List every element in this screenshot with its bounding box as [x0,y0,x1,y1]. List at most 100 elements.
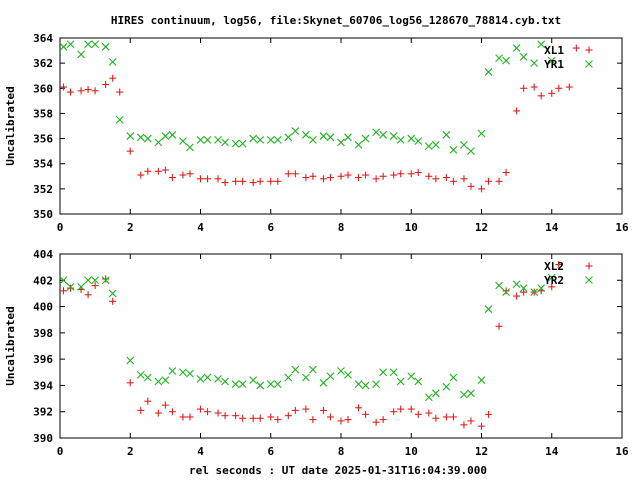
data-point [161,376,170,385]
data-point [432,414,440,422]
y-axis-label: Uncalibrated [4,86,17,165]
data-point [396,135,405,144]
data-point [513,292,521,300]
x-axis-label: rel seconds : UT date 2025-01-31T16:04:3… [189,464,487,477]
x-tick-label: 12 [475,221,488,234]
x-tick-label: 6 [267,445,274,458]
data-point [502,169,510,177]
data-point [284,412,292,420]
data-point [460,390,468,399]
y-tick-label: 404 [33,248,53,261]
data-point [397,405,405,413]
data-point [520,84,528,92]
data-point [502,56,510,65]
data-point [555,261,563,269]
data-point [154,377,163,386]
data-point [548,283,556,291]
data-point [519,52,528,61]
data-point [179,171,187,179]
data-point [424,142,433,151]
data-point [221,412,229,420]
data-point [102,275,110,283]
x-tick-label: 0 [57,445,64,458]
legend-label: YR2 [544,274,564,287]
data-point [186,369,194,378]
data-point [101,276,110,285]
data-point [256,135,265,144]
data-point [485,410,493,418]
data-point [502,287,510,295]
x-tick-label: 12 [475,445,488,458]
data-point [136,371,145,379]
data-point [249,179,257,187]
x-tick-label: 0 [57,221,64,234]
data-point [344,416,352,424]
data-point [337,138,345,147]
data-point [530,59,539,68]
data-point [361,134,370,143]
data-point [449,177,457,185]
data-point [238,380,247,389]
data-point [302,405,310,413]
data-point [495,54,503,63]
data-point [196,135,205,144]
data-point [379,368,388,377]
y-tick-label: 402 [33,274,53,287]
data-point [231,139,240,148]
data-point [67,284,75,292]
data-point [168,367,177,375]
data-point [84,291,92,299]
data-point [478,185,485,193]
data-point [337,172,345,180]
data-point [460,140,468,149]
data-point [485,177,493,185]
y-axis-label: Uncalibrated [4,306,17,385]
data-point [179,137,187,145]
plot-frame [59,253,623,439]
y-tick-label: 354 [33,158,53,171]
upper-plot-panel: 0 2 4 6 8 10 12 14 16 350 352 354 356 358 360 362 364 Unc… [4,32,629,234]
data-point [143,373,152,382]
data-point [326,174,334,182]
data-point [214,135,222,144]
data-point [91,276,100,285]
data-point [186,170,194,178]
data-point [168,130,177,139]
data-point [91,282,99,290]
data-point [372,175,380,183]
data-point [154,409,162,417]
data-point [66,282,75,291]
data-point [495,322,503,330]
y-tick-label: 394 [33,379,53,392]
data-point [319,175,327,183]
data-point [154,138,163,147]
data-point [530,288,539,297]
data-point [196,374,205,383]
data-point [232,412,240,420]
data-point [108,57,117,66]
y-tick-label: 398 [33,327,53,340]
data-point [372,418,380,426]
x-tick-label: 16 [615,221,629,234]
data-point [460,421,468,429]
data-point [154,167,162,175]
data-point [214,409,222,417]
data-point [484,305,493,314]
data-point [389,368,398,377]
data-point [390,408,398,416]
data-point [390,171,398,179]
data-point [274,177,282,185]
data-point [513,107,521,115]
data-point [537,40,546,49]
legend-marker [585,60,593,68]
data-point [555,84,563,92]
data-point [214,175,222,183]
x-tick-label: 4 [197,221,204,234]
data-point [143,134,152,143]
data-point [60,287,68,295]
data-point [136,133,145,142]
data-point [547,273,556,282]
y-tick-label: 364 [33,32,53,45]
data-point [319,406,327,414]
data-point [238,139,247,148]
